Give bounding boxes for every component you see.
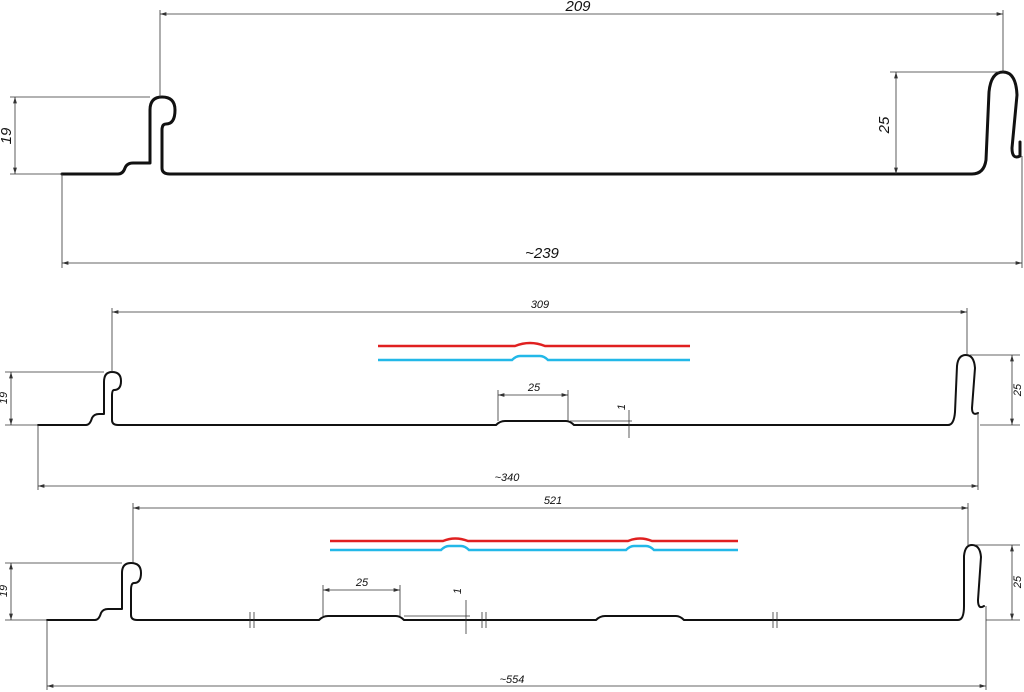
dim-rib-height: 1	[452, 588, 464, 594]
dim-total: ~554	[500, 674, 525, 686]
dim-height-right: 25	[876, 116, 893, 134]
dim-width: 209	[564, 0, 591, 15]
dim-width: 521	[544, 495, 562, 507]
dim-rib-width: 25	[527, 382, 541, 394]
profile-3: 521 19 25 25 1 ~554	[0, 495, 1024, 690]
profile-2: 309 19 25 25 1 ~340	[0, 299, 1024, 490]
dim-height-right: 25	[1012, 383, 1024, 397]
dim-height-left: 19	[0, 585, 10, 597]
dim-rib-height: 1	[616, 404, 628, 410]
dim-height-left: 19	[0, 127, 15, 144]
dim-height-right: 25	[1012, 575, 1024, 589]
profile-1: 209 19 25 ~239	[0, 0, 1023, 268]
dim-total: ~340	[495, 472, 521, 484]
dim-height-left: 19	[0, 392, 10, 404]
dim-rib-width: 25	[355, 577, 369, 589]
dim-total: ~239	[525, 245, 559, 262]
dim-width: 309	[531, 299, 549, 311]
